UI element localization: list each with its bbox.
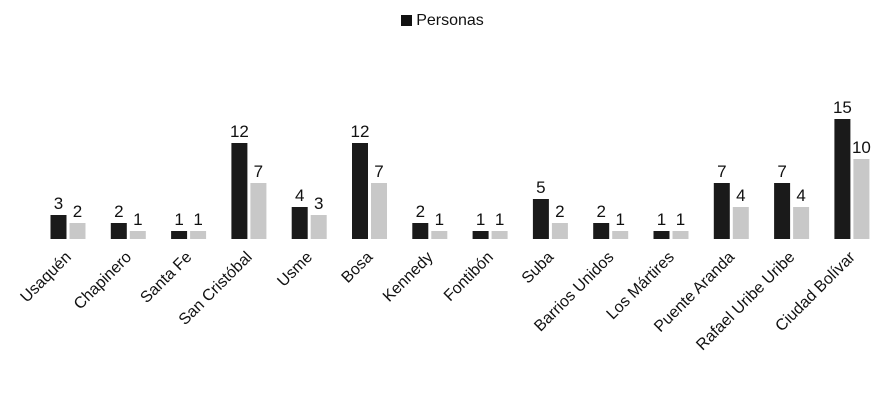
data-label-series2-13: 10	[852, 138, 871, 157]
bar-series1-8	[532, 199, 549, 239]
bar-series1-5	[352, 143, 368, 239]
data-label-series2-10: 1	[676, 210, 685, 229]
bar-series2-0	[69, 223, 86, 239]
data-label-series2-3: 7	[254, 162, 263, 181]
bar-series1-9	[593, 223, 610, 239]
category-label-6: Kennedy	[380, 249, 437, 306]
bar-series2-1	[129, 231, 146, 239]
category-label-5: Bosa	[339, 249, 377, 287]
bar-series2-4	[310, 215, 327, 239]
data-label-series1-9: 2	[596, 202, 605, 221]
data-label-series1-6: 2	[416, 202, 425, 221]
bar-series1-12	[774, 183, 791, 239]
data-label-series2-0: 2	[73, 202, 82, 221]
data-label-series2-12: 4	[796, 186, 805, 205]
data-label-series1-13: 15	[833, 98, 852, 117]
bar-series2-12	[793, 207, 810, 239]
data-label-series1-3: 12	[230, 122, 249, 141]
data-label-series1-5: 12	[351, 122, 370, 141]
data-label-series1-12: 7	[777, 162, 786, 181]
data-label-series1-10: 1	[657, 210, 666, 229]
bar-series2-5	[371, 183, 387, 239]
category-label-8: Suba	[519, 249, 558, 288]
data-label-series2-7: 1	[495, 210, 504, 229]
bar-series2-2	[190, 231, 207, 239]
data-label-series1-4: 4	[295, 186, 304, 205]
bar-series2-7	[491, 231, 508, 239]
bar-series2-3	[250, 183, 267, 239]
bar-series1-13	[834, 119, 851, 239]
category-label-7: Fontibón	[441, 249, 497, 305]
data-label-series2-4: 3	[314, 194, 323, 213]
bar-series1-11	[713, 183, 730, 239]
bar-series2-10	[672, 231, 689, 239]
data-label-series2-1: 1	[133, 210, 142, 229]
data-label-series1-8: 5	[536, 178, 545, 197]
bar-series1-6	[412, 223, 429, 239]
bar-series2-8	[551, 223, 568, 239]
bar-series1-4	[291, 207, 308, 239]
category-label-1: Chapinero	[71, 249, 135, 313]
bar-series1-10	[653, 231, 670, 239]
legend-label: Personas	[416, 12, 484, 29]
data-label-series2-9: 1	[615, 210, 624, 229]
data-label-series2-11: 4	[736, 186, 745, 205]
data-label-series1-1: 2	[114, 202, 123, 221]
bar-series1-7	[472, 231, 489, 239]
category-label-0: Usaquén	[18, 249, 75, 306]
data-label-series2-6: 1	[435, 210, 444, 229]
bar-series1-0	[50, 215, 67, 239]
legend: Personas	[0, 12, 885, 30]
data-label-series2-8: 2	[555, 202, 564, 221]
data-label-series1-0: 3	[54, 194, 63, 213]
bar-series1-1	[110, 223, 127, 239]
bar-series2-13	[853, 159, 870, 239]
data-label-series2-5: 7	[374, 162, 383, 181]
bar-series2-6	[431, 231, 448, 239]
data-label-series1-11: 7	[717, 162, 726, 181]
bar-series1-2	[171, 231, 188, 239]
data-label-series1-7: 1	[476, 210, 485, 229]
bar-series2-11	[732, 207, 749, 239]
legend-swatch	[401, 15, 413, 26]
bar-series2-9	[612, 231, 629, 239]
bar-series1-3	[231, 143, 248, 239]
category-label-2: Santa Fe	[137, 249, 195, 307]
data-label-series2-2: 1	[193, 210, 202, 229]
category-label-4: Usme	[274, 249, 316, 291]
data-label-series1-2: 1	[174, 210, 183, 229]
